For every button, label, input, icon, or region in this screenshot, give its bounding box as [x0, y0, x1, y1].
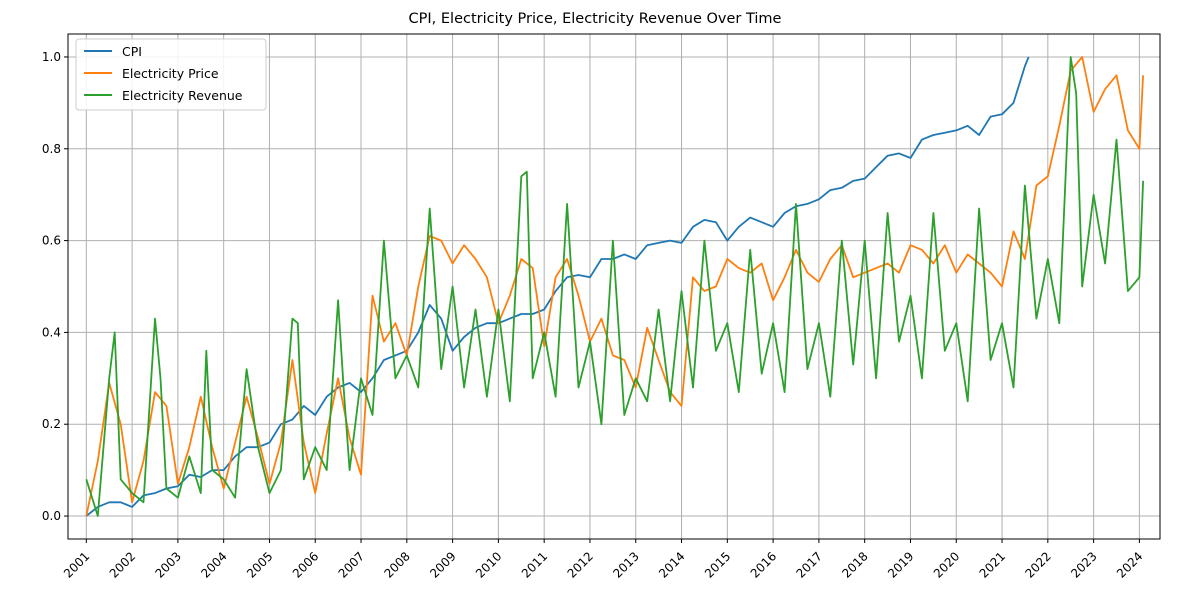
legend: CPI Electricity Price Electricity Revenu… — [75, 38, 267, 111]
series-lines — [85, 56, 1144, 517]
y-tick-label: 0.6 — [42, 234, 61, 248]
chart-title: CPI, Electricity Price, Electricity Reve… — [409, 11, 782, 27]
grid-lines — [68, 34, 1160, 539]
series-line-electricity-price — [85, 56, 1144, 517]
series-line-electricity-revenue — [85, 56, 1144, 517]
legend-label-electricity-revenue: Electricity Revenue — [122, 88, 243, 103]
y-tick-label: 1.0 — [42, 50, 61, 64]
y-tick-label: 0.0 — [42, 509, 61, 523]
y-tick-label: 0.2 — [42, 417, 61, 431]
legend-label-electricity-price: Electricity Price — [122, 66, 219, 81]
series-line-cpi — [85, 56, 1030, 517]
legend-label-cpi: CPI — [122, 44, 142, 59]
y-tick-label: 0.4 — [42, 325, 61, 339]
y-tick-label: 0.8 — [42, 142, 61, 156]
plot-area-frame — [67, 33, 1161, 540]
y-axis-ticks: 0.0 0.2 0.4 0.6 0.8 1.0 — [42, 50, 68, 523]
legend-box — [75, 38, 267, 111]
